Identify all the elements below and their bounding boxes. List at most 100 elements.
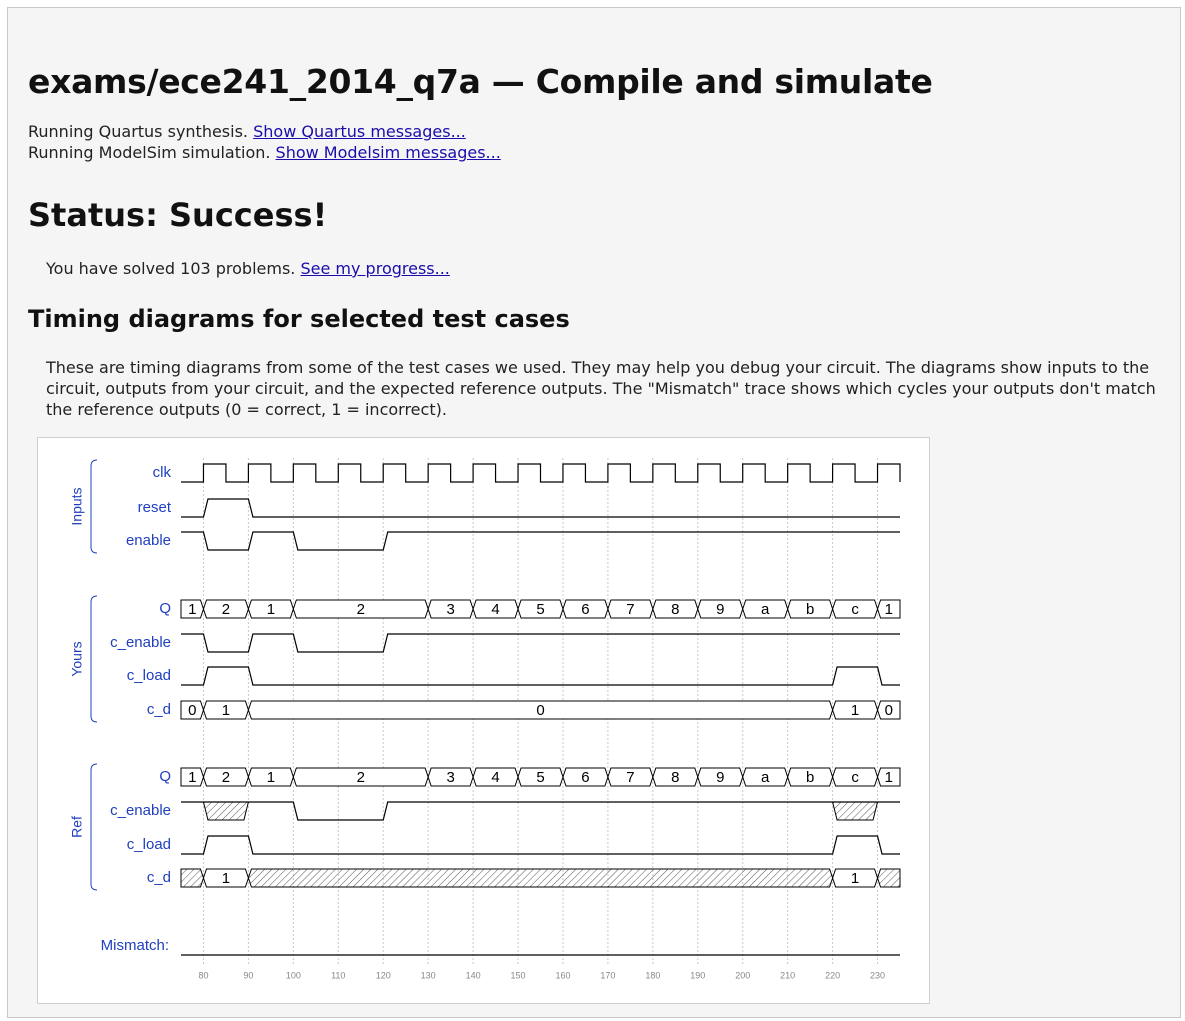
ref-c-enable-undefined-segment: [831, 801, 879, 821]
ref-q-value: 2: [222, 769, 230, 786]
time-tick-label: 90: [243, 970, 253, 980]
yours-c-d-value: 1: [222, 702, 230, 719]
yours-c-d-segment: [877, 700, 901, 720]
ref-c-d-undefined-segment: [247, 868, 834, 888]
mismatch-label: Mismatch:: [101, 937, 169, 954]
ref-q-value: 4: [491, 769, 499, 786]
enable-waveform: [181, 531, 900, 551]
status-heading: Status: Success!: [28, 196, 328, 234]
group-bracket: [90, 595, 98, 723]
run-messages: Running Quartus synthesis. Show Quartus …: [28, 121, 501, 163]
quartus-text: Running Quartus synthesis.: [28, 122, 249, 141]
yours-c-enable-waveform: [181, 633, 900, 653]
ref-q-value: 1: [267, 769, 275, 786]
ref-c-enable-undefined-segment: [202, 801, 250, 821]
yours-q-value: 1: [188, 601, 196, 618]
signal-label-enable: enable: [126, 532, 171, 549]
solved-count: You have solved 103 problems. See my pro…: [46, 259, 450, 278]
yours-q-value: b: [806, 601, 814, 618]
time-tick-label: 230: [870, 970, 885, 980]
ref-q-value: c: [851, 769, 859, 786]
waveform-svg: 80 90 100 110 1 2 0 130 1 4 0 150 160 170 180 190 200 210…: [69, 458, 901, 980]
time-tick-label: 80: [198, 970, 208, 980]
show-quartus-messages-link[interactable]: Show Quartus messages...: [253, 122, 466, 141]
time-tick-label: 190: [690, 970, 705, 980]
ref-q-value: 5: [536, 769, 544, 786]
ref-q-value: 3: [446, 769, 454, 786]
ref-c-d-undefined-segment: [180, 868, 204, 888]
quartus-line: Running Quartus synthesis. Show Quartus …: [28, 121, 501, 142]
timing-description: These are timing diagrams from some of t…: [46, 358, 1156, 419]
page-title: exams/ece241_2014_q7a — Compile and simu…: [28, 62, 933, 101]
yours-c-d-value: 0: [536, 702, 544, 719]
ref-c-d-undefined-segment: [877, 868, 901, 888]
time-tick-label: 170: [600, 970, 615, 980]
yours-q-value: 9: [716, 601, 724, 618]
yours-signal-label-Q: Q: [159, 600, 171, 617]
time-tick-label: 130: [421, 970, 436, 980]
yours-q-value: 5: [536, 601, 544, 618]
yours-q-value: 6: [581, 601, 589, 618]
ref-c-d-value: 1: [851, 870, 859, 887]
yours-signal-label-c_load: c_load: [127, 667, 171, 684]
yours-q-value: 8: [671, 601, 679, 618]
modelsim-line: Running ModelSim simulation. Show Models…: [28, 142, 501, 163]
time-tick-label: 160: [555, 970, 570, 980]
ref-q-value: 6: [581, 769, 589, 786]
content-panel: exams/ece241_2014_q7a — Compile and simu…: [7, 7, 1181, 1018]
yours-c-d-value: 1: [851, 702, 859, 719]
yours-q-value: 1: [267, 601, 275, 618]
signal-label-clk: clk: [153, 464, 172, 481]
ref-signal-label-c_d: c_d: [147, 869, 171, 886]
yours-signal-label-c_d: c_d: [147, 701, 171, 718]
ref-signal-label-c_enable: c_enable: [110, 802, 171, 819]
ref-c-load-waveform: [181, 835, 900, 855]
yours-q-value: 7: [626, 601, 634, 618]
group-label-ref: Ref: [69, 816, 85, 838]
ref-q-segment: [877, 767, 901, 787]
ref-q-segment: [180, 767, 204, 787]
yours-c-d-segment: [180, 700, 204, 720]
timing-diagram: 80 90 100 110 1 2 0 130 1 4 0 150 160 170 180 190 200 210…: [37, 437, 930, 1004]
yours-c-d-value: 0: [188, 702, 196, 719]
ref-q-value: 7: [626, 769, 634, 786]
time-tick-label: 100: [286, 970, 301, 980]
ref-c-d-value: 1: [222, 870, 230, 887]
group-bracket: [90, 459, 98, 554]
yours-q-segment: [877, 599, 901, 619]
yours-q-value: 2: [357, 601, 365, 618]
yours-q-segment: [180, 599, 204, 619]
time-tick-label: 220: [825, 970, 840, 980]
ref-q-value: b: [806, 769, 814, 786]
time-tick-label: 110: [331, 970, 345, 980]
see-progress-link[interactable]: See my progress...: [300, 259, 450, 278]
yours-c-load-waveform: [181, 666, 900, 686]
ref-q-value: a: [761, 769, 770, 786]
ref-q-value: 1: [885, 769, 893, 786]
yours-q-value: c: [851, 601, 859, 618]
time-tick-label: 150: [511, 970, 526, 980]
reset-waveform: [181, 498, 900, 518]
show-modelsim-messages-link[interactable]: Show Modelsim messages...: [275, 143, 501, 162]
group-label-yours: Yours: [69, 641, 85, 676]
yours-q-value: 1: [885, 601, 893, 618]
modelsim-text: Running ModelSim simulation.: [28, 143, 271, 162]
ref-signal-label-c_load: c_load: [127, 836, 171, 853]
ref-q-value: 9: [716, 769, 724, 786]
time-tick-label: 180: [645, 970, 660, 980]
time-tick-label: 200: [735, 970, 750, 980]
ref-signal-label-Q: Q: [159, 768, 171, 785]
yours-q-value: 4: [491, 601, 499, 618]
clk-waveform: [181, 463, 901, 483]
ref-q-value: 8: [671, 769, 679, 786]
yours-q-value: 2: [222, 601, 230, 618]
signal-label-reset: reset: [138, 499, 172, 516]
solved-text: You have solved 103 problems.: [46, 259, 296, 278]
timing-heading: Timing diagrams for selected test cases: [28, 305, 570, 333]
yours-signal-label-c_enable: c_enable: [110, 634, 171, 651]
yours-q-value: a: [761, 601, 770, 618]
ref-q-value: 2: [357, 769, 365, 786]
time-tick-label: 210: [780, 970, 795, 980]
ref-c-enable-waveform: [181, 801, 900, 821]
ref-q-value: 1: [188, 769, 196, 786]
